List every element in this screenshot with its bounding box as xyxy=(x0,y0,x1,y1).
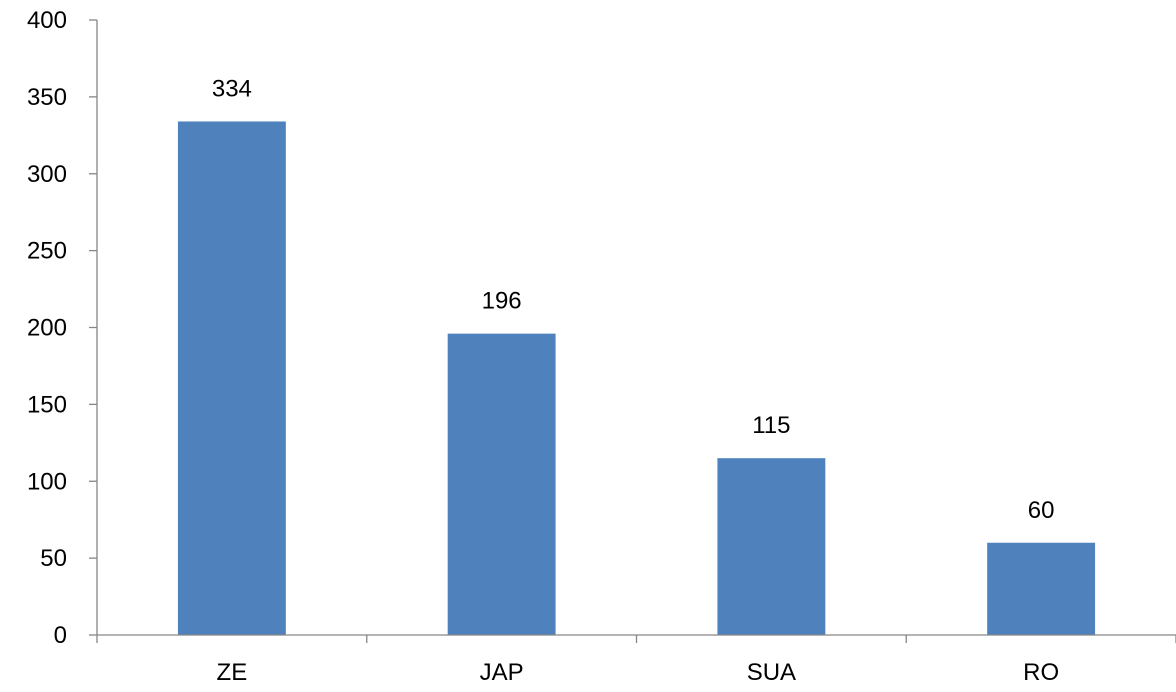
bar-sua xyxy=(717,458,826,635)
data-label: 196 xyxy=(482,288,522,315)
y-tick-label: 200 xyxy=(27,315,67,342)
data-label: 334 xyxy=(212,75,252,102)
y-tick-label: 250 xyxy=(27,238,67,265)
x-tick-label: JAP xyxy=(480,659,524,686)
y-tick-label: 100 xyxy=(27,468,67,495)
data-labels: 334 196 115 60 xyxy=(212,75,1055,523)
x-tick-label: ZE xyxy=(217,659,248,686)
bar-jap xyxy=(447,333,556,635)
data-label: 60 xyxy=(1028,497,1055,524)
x-tick-label: SUA xyxy=(747,659,796,686)
x-tick-label: RO xyxy=(1023,659,1059,686)
y-tick-label: 400 xyxy=(27,7,67,34)
y-tick-label: 0 xyxy=(54,622,67,649)
y-tick-label: 150 xyxy=(27,391,67,418)
bar-ze xyxy=(177,121,286,636)
y-axis: 0 50 100 150 200 250 300 350 400 xyxy=(27,7,97,649)
bar-series xyxy=(177,121,1096,636)
y-tick-label: 300 xyxy=(27,161,67,188)
x-axis: ZE JAP SUA RO xyxy=(96,635,1176,686)
bar-ro xyxy=(987,542,1096,635)
y-tick-label: 50 xyxy=(40,545,67,572)
data-label: 115 xyxy=(752,412,790,439)
y-tick-label: 350 xyxy=(27,84,67,111)
